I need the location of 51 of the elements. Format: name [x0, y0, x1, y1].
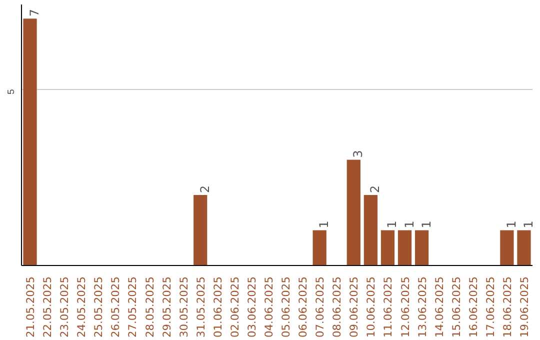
x-tick-label: 08.06.2025 [330, 276, 344, 338]
data-label: 1 [419, 220, 434, 228]
x-tick-label: 04.06.2025 [262, 276, 276, 338]
bar [517, 230, 531, 266]
x-tick-label: 10.06.2025 [364, 276, 378, 338]
x-tick-label: 16.06.2025 [466, 276, 480, 338]
data-label: 1 [317, 220, 332, 228]
x-tick-label: 02.06.2025 [228, 276, 242, 338]
x-tick-label: 03.06.2025 [245, 276, 258, 338]
y-tick-label: 5 [6, 89, 16, 94]
x-tick-label: 14.06.2025 [432, 276, 446, 338]
x-tick-label: 06.06.2025 [296, 276, 310, 338]
data-label: 2 [368, 185, 382, 193]
bar [364, 194, 378, 266]
x-tick-label: 13.06.2025 [416, 276, 429, 338]
x-tick-label: 19.06.2025 [518, 276, 531, 338]
x-tick-label: 15.06.2025 [450, 276, 463, 338]
data-label: 1 [504, 220, 518, 228]
x-tick-label: 31.05.2025 [194, 276, 208, 338]
data-label: 2 [198, 185, 212, 193]
data-label: 1 [402, 220, 416, 228]
x-tick-label: 07.06.2025 [314, 276, 327, 338]
x-tick-label: 27.05.2025 [126, 276, 140, 338]
x-tick-label: 17.06.2025 [484, 276, 497, 338]
bar [23, 18, 37, 266]
bar [398, 230, 412, 266]
bar [194, 194, 208, 266]
x-tick-label: 01.06.2025 [211, 276, 224, 338]
x-tick-label: 05.06.2025 [280, 276, 293, 338]
x-tick-label: 12.06.2025 [398, 276, 412, 338]
bar [312, 230, 326, 266]
data-label: 1 [385, 220, 400, 228]
x-tick-label: 21.05.2025 [24, 276, 38, 338]
x-tick-label: 30.05.2025 [177, 276, 190, 338]
bar [380, 230, 395, 266]
x-tick-label: 11.06.2025 [382, 276, 395, 338]
bar [414, 230, 429, 266]
bar [346, 160, 360, 266]
data-label: 1 [521, 220, 536, 228]
x-tick-label: 28.05.2025 [143, 276, 156, 338]
data-label: 3 [351, 150, 366, 158]
x-tick-label: 25.05.2025 [92, 276, 106, 338]
bar [500, 230, 514, 266]
x-tick-label: 29.05.2025 [160, 276, 174, 338]
x-tick-label: 26.05.2025 [109, 276, 122, 338]
x-tick-label: 18.06.2025 [500, 276, 514, 338]
x-tick-label: 24.05.2025 [75, 276, 88, 338]
x-tick-label: 09.06.2025 [348, 276, 361, 338]
data-label: 7 [28, 8, 42, 17]
x-tick-label: 22.05.2025 [41, 276, 54, 338]
x-tick-label: 23.05.2025 [58, 276, 72, 338]
